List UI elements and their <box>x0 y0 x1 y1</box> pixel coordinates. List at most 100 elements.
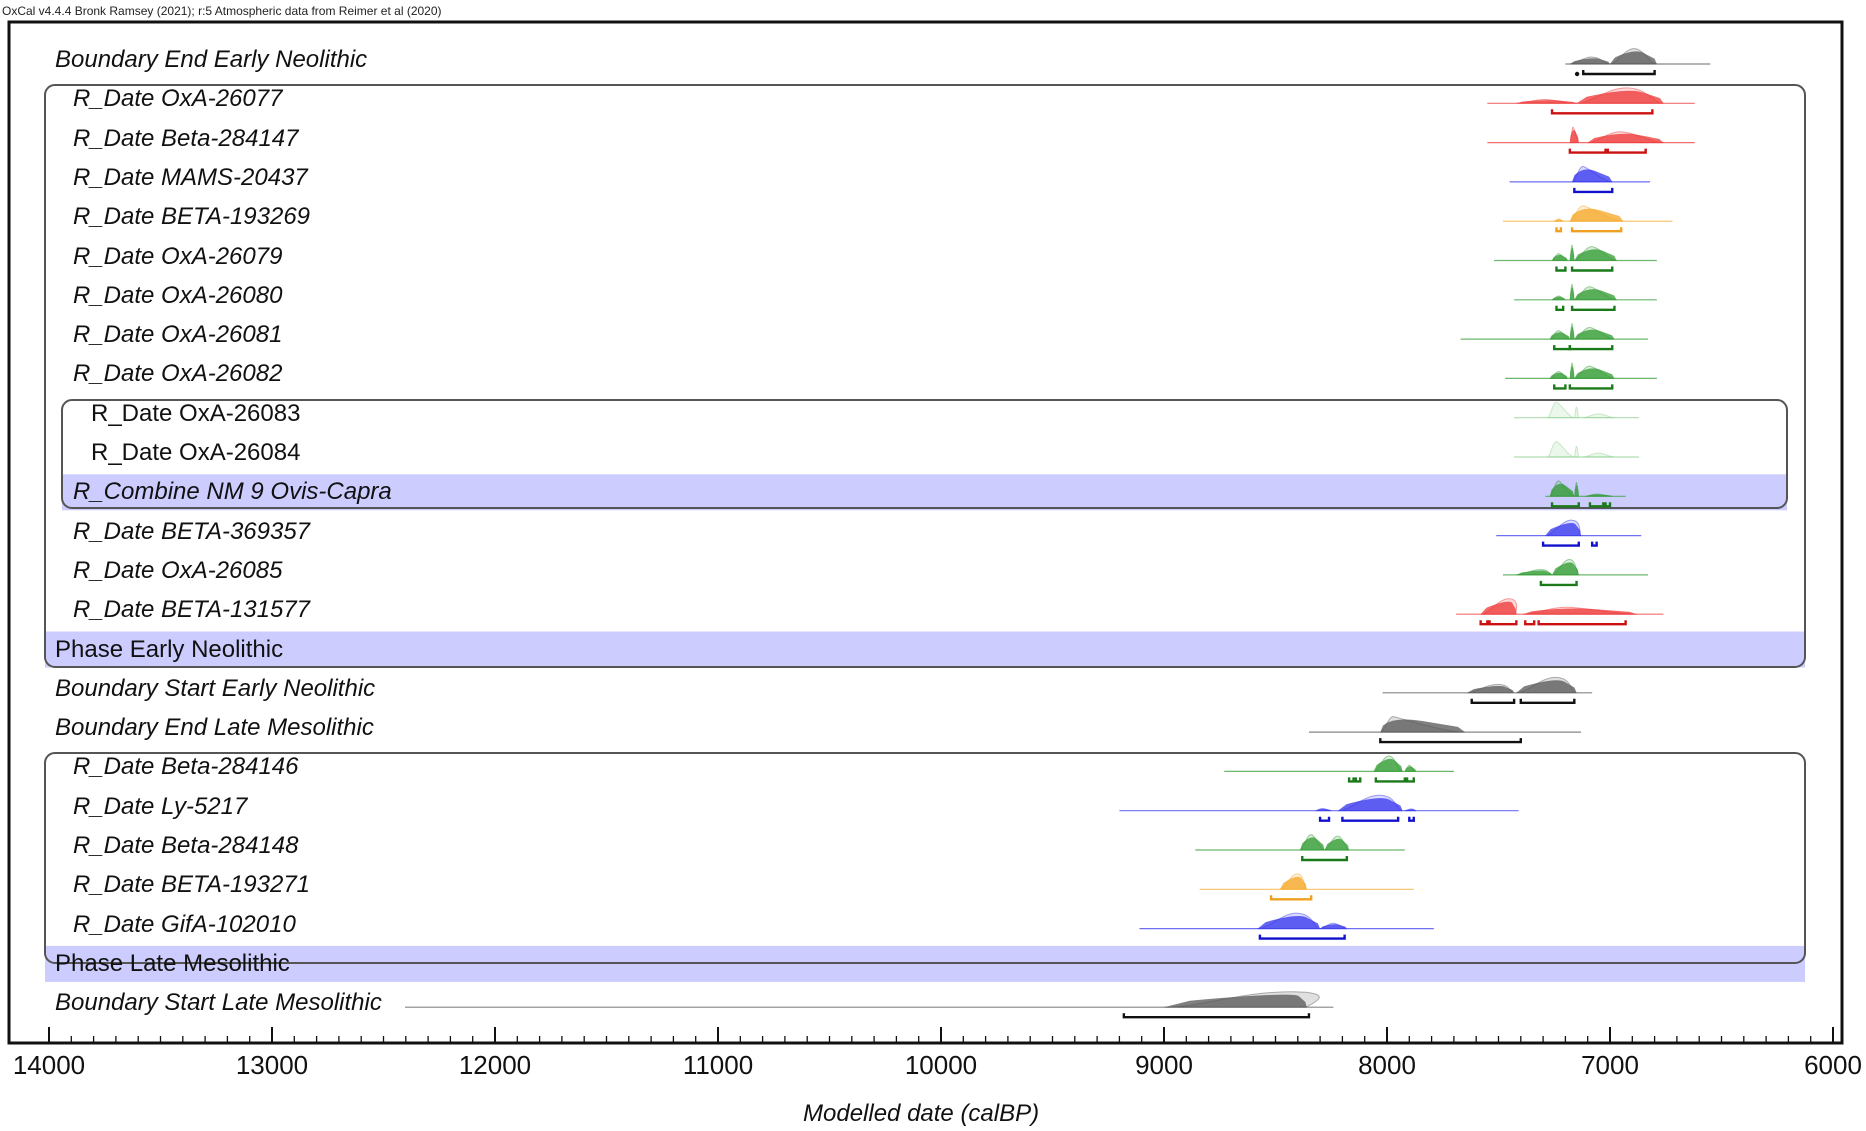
posterior-distribution <box>1337 798 1403 811</box>
hpd-range-bracket <box>1604 502 1612 508</box>
posterior-distribution <box>1373 758 1403 772</box>
posterior-distribution <box>1404 766 1416 772</box>
hpd-range-bracket <box>1541 541 1580 547</box>
hpd-range-bracket <box>1568 148 1607 154</box>
x-tick-label: 12000 <box>458 1050 532 1080</box>
x-tick-label: 9000 <box>1135 1050 1193 1080</box>
row-label: R_Date OxA-26085 <box>73 556 283 584</box>
hpd-range-bracket <box>1570 227 1623 233</box>
posterior-distribution <box>1257 916 1321 929</box>
posterior-distribution <box>1516 100 1577 104</box>
posterior-distribution <box>1587 133 1664 143</box>
hpd-range-bracket <box>1347 777 1355 783</box>
hpd-range-bracket <box>1537 620 1627 626</box>
posterior-distribution <box>1549 332 1570 340</box>
posterior-distribution <box>1569 130 1579 143</box>
row-label: Boundary Start Early Neolithic <box>55 674 376 702</box>
posterior-distribution <box>1516 570 1553 575</box>
row-label: R_Date Beta-284146 <box>73 753 299 781</box>
row-label: R_Date OxA-26077 <box>73 85 283 113</box>
hpd-range-bracket <box>1122 1013 1311 1019</box>
hpd-range-bracket <box>1341 816 1400 822</box>
likelihood-outline <box>1547 401 1575 419</box>
x-tick-label: 13000 <box>235 1050 309 1080</box>
x-tick-label: 7000 <box>1581 1050 1639 1080</box>
plot-frame <box>7 20 1844 1045</box>
row-label: R_Date OxA-26080 <box>73 281 283 309</box>
row-label: Boundary End Late Mesolithic <box>55 714 374 742</box>
hpd-point <box>1574 71 1580 77</box>
posterior-distribution <box>1552 296 1566 300</box>
row-label: R_Date MAMS-20437 <box>73 163 308 191</box>
likelihood-outline <box>1583 413 1615 419</box>
x-tick-label: 10000 <box>904 1050 978 1080</box>
row-label: R_Date GifA-102010 <box>73 910 296 938</box>
hpd-range-bracket <box>1582 70 1656 76</box>
posterior-distribution <box>1545 523 1582 536</box>
posterior-distribution <box>1574 249 1617 261</box>
hpd-range-bracket <box>1550 109 1654 115</box>
posterior-distribution <box>1164 994 1307 1008</box>
phase-early-neolithic-box <box>44 84 1806 668</box>
hpd-range-bracket <box>1568 384 1614 390</box>
phase-label: Phase Late Mesolithic <box>55 949 290 977</box>
likelihood-outline <box>1573 445 1580 458</box>
hpd-range-bracket <box>1573 187 1614 194</box>
phase-band <box>45 631 1805 668</box>
posterior-distribution <box>1574 329 1615 340</box>
posterior-distribution <box>1552 254 1568 261</box>
hpd-range-bracket <box>1479 620 1489 626</box>
posterior-distribution <box>1569 365 1575 379</box>
x-tick-label: 14000 <box>12 1050 86 1080</box>
row-label: Boundary End Early Neolithic <box>55 46 368 73</box>
hpd-range-bracket <box>1539 580 1578 587</box>
hpd-range-bracket <box>1550 502 1580 508</box>
posterior-distribution <box>1569 247 1575 261</box>
hpd-range-bracket <box>1555 266 1567 272</box>
hpd-range-bracket <box>1258 934 1346 940</box>
posterior-distribution <box>1554 219 1564 222</box>
posterior-distribution <box>1404 809 1416 811</box>
posterior-distribution <box>1523 608 1637 615</box>
hpd-range-bracket <box>1570 305 1616 311</box>
hpd-range-bracket <box>1269 895 1313 901</box>
posterior-distribution <box>1480 601 1517 615</box>
row-label: R_Date OxA-26081 <box>73 321 283 349</box>
row-label: R_Date OxA-26082 <box>73 360 283 388</box>
posterior-distribution <box>1320 924 1347 929</box>
row-label: R_Date OxA-26083 <box>91 399 301 427</box>
phase-label: Phase Early Neolithic <box>55 635 284 663</box>
x-tick-label: 8000 <box>1358 1050 1416 1080</box>
hpd-range-bracket <box>1588 502 1605 508</box>
hpd-range-bracket <box>1408 816 1415 822</box>
posterior-distribution <box>1569 58 1610 64</box>
x-axis-title: Modelled date (calBP) <box>803 1100 1040 1127</box>
row-label: R_Combine NM 9 Ovis-Capra <box>73 478 392 506</box>
hpd-range-bracket <box>1470 698 1516 704</box>
posterior-distribution <box>1549 372 1568 379</box>
row-label: R_Date Beta-284147 <box>73 124 299 152</box>
posterior-distribution <box>1610 51 1657 64</box>
posterior-distribution <box>1324 838 1350 850</box>
hpd-range-bracket <box>1318 816 1331 822</box>
row-label: R_Date OxA-26084 <box>91 439 301 466</box>
posterior-distribution <box>1300 837 1325 850</box>
hpd-range-bracket <box>1555 227 1563 233</box>
posterior-distribution <box>1569 326 1575 340</box>
hpd-range-bracket <box>1379 738 1522 744</box>
hpd-range-bracket <box>1555 305 1565 311</box>
row-label: Boundary Start Late Mesolithic <box>55 989 382 1017</box>
posterior-distribution <box>1380 719 1466 733</box>
posterior-distribution <box>1576 90 1664 104</box>
likelihood-outline <box>1583 452 1615 458</box>
posterior-distribution <box>1279 876 1307 890</box>
x-tick-label: 6000 <box>1804 1050 1862 1080</box>
x-tick-label: 11000 <box>682 1050 754 1080</box>
likelihood-outline <box>1547 441 1575 458</box>
posterior-distribution <box>1516 680 1577 693</box>
row-label: R_Date BETA-193269 <box>73 203 311 231</box>
posterior-distribution <box>1549 483 1575 497</box>
chart-credit: OxCal v4.4.4 Bronk Ramsey (2021); r:5 At… <box>2 4 442 18</box>
hpd-range-bracket <box>1488 620 1518 626</box>
posterior-distribution <box>1552 562 1579 575</box>
